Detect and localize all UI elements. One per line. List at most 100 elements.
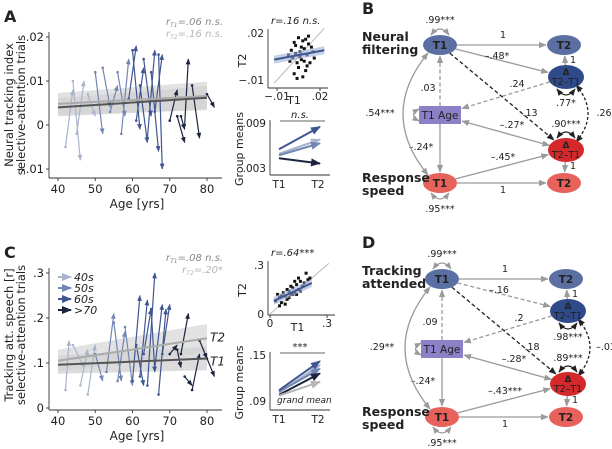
r-value: =.06 n.s. [178, 17, 223, 28]
grand-mean-label: grand mean [277, 396, 332, 406]
node-label: T1 [435, 274, 449, 286]
r-value: =.08 n.s. [178, 253, 223, 264]
r-subscript: T2 [186, 270, 194, 277]
node-age: T1 Age [421, 340, 463, 358]
scatter-point [285, 288, 289, 291]
r-symbol: r [166, 29, 171, 40]
subject-t1-point [64, 388, 67, 392]
group-mean-arrow [278, 125, 321, 151]
construct-label-bottom: Response [362, 170, 430, 185]
variance-label: .89*** [553, 353, 583, 364]
fit-line [273, 282, 313, 302]
y-tick-label: .15 [249, 350, 266, 362]
path-diagram-B: B 1 –.48* .03 .24 .13–.27* –.24* –.45* 1 1 1 .54***… [362, 0, 612, 215]
x-tick-label: −.01 [264, 91, 290, 103]
node-shape [548, 65, 584, 89]
subject-arrow [131, 294, 142, 382]
subject-arrow [135, 67, 146, 121]
x-tick-label: 40 [51, 414, 66, 428]
subject-t1-point [120, 132, 123, 136]
path-coefficient: 1 [570, 161, 576, 172]
x-tick-label: T2 [310, 179, 324, 191]
node-shape [423, 35, 457, 55]
path-coefficient: .29** [370, 342, 395, 353]
x-axis-label: Age [yrs] [110, 429, 165, 443]
node-da: ΔT2–T1 [548, 65, 584, 89]
covariance-path [404, 286, 431, 410]
node-shape [421, 340, 463, 358]
node-shape [425, 407, 459, 427]
node-shape [550, 372, 586, 396]
subject-t1-point [79, 384, 82, 387]
path-coefficient: 1 [502, 264, 508, 275]
variance-label: .99*** [427, 249, 457, 260]
y-axis-label: Tracking att. speech [r] [2, 268, 16, 402]
subject-t1-point [179, 352, 183, 356]
construct-label-top: filtering [362, 42, 418, 57]
subject-arrow [117, 330, 127, 382]
scatter-correlation-title: r=.16 n.s. [271, 16, 320, 27]
subject-arrow [206, 93, 215, 108]
scatter-point [308, 276, 312, 280]
scatter-point [312, 56, 316, 60]
node-db: ΔT2–T1 [548, 138, 584, 162]
scatter-point [306, 278, 310, 282]
r-value: =.20* [194, 265, 223, 276]
x-axis-label: T1 [286, 94, 301, 107]
panel-letter: D [362, 233, 375, 252]
node-shape [549, 269, 583, 289]
fit-line-t2 [57, 94, 208, 105]
subject-arrow [146, 49, 157, 139]
subject-t1-point [138, 84, 142, 87]
subject-t1-point [142, 352, 145, 356]
variance-label: .99*** [425, 15, 455, 26]
group-mean-arrow [278, 367, 321, 393]
x-axis-label: T1 [290, 321, 305, 334]
node-shape [549, 407, 583, 427]
subject-t1-point [75, 132, 78, 136]
subject-t1-point [153, 110, 157, 114]
x-tick-label: 50 [88, 414, 103, 428]
scatter-inset-C-scatter: 0 .3 .3 0 T1 T2 r=.64*** [236, 248, 335, 334]
r-symbol: r [166, 17, 171, 28]
subject-t1-point [146, 136, 149, 140]
correlation-label-t2: rT2=.20* [182, 265, 223, 277]
subject-t1-point [123, 325, 127, 329]
scatter-point [295, 61, 299, 65]
node-shape [548, 138, 584, 162]
panel-letter: A [4, 7, 17, 26]
subject-t1-point [190, 84, 194, 87]
path-coefficient: .26 [596, 108, 611, 119]
variance-label: .77* [556, 98, 576, 109]
y-tick-label: .3 [33, 266, 44, 280]
subject-t1-point [190, 388, 194, 392]
correlation-label-t2: rT2=.16 n.s. [166, 29, 223, 41]
line-label-t2: T2 [210, 331, 225, 345]
panel-A-main-plot: A 40 50 60 70 80 .02 .01 0 −.01 Age [yrs] Neural tr… [2, 7, 223, 211]
significance-label: *** [293, 342, 308, 353]
subject-arrow [191, 353, 201, 391]
variance-loop [558, 365, 578, 373]
scatter-point [289, 284, 293, 288]
x-tick-label: 60 [125, 414, 140, 428]
node-shape [550, 299, 586, 323]
node-label: T2 [557, 178, 571, 190]
node-da: ΔT2–T1 [550, 299, 586, 323]
y-tick-label: .2 [33, 311, 44, 325]
node-label: T2 [557, 40, 571, 52]
node-t2b: T2 [549, 407, 583, 427]
construct-label-top: attended [362, 276, 426, 291]
subject-arrow [176, 349, 183, 369]
construct-label-top: Neural [362, 29, 409, 44]
r-symbol: r [166, 253, 171, 264]
scatter-point [305, 64, 309, 68]
subject-t1-point [153, 366, 157, 369]
fit-line-t2 [57, 337, 208, 362]
legend-label: >70 [74, 304, 97, 317]
subject-arrow [143, 308, 153, 355]
r-subscript: T1 [170, 258, 177, 265]
variance-label: .98*** [553, 332, 583, 343]
node-t2a: T2 [549, 269, 583, 289]
subject-t1-point [108, 110, 112, 114]
